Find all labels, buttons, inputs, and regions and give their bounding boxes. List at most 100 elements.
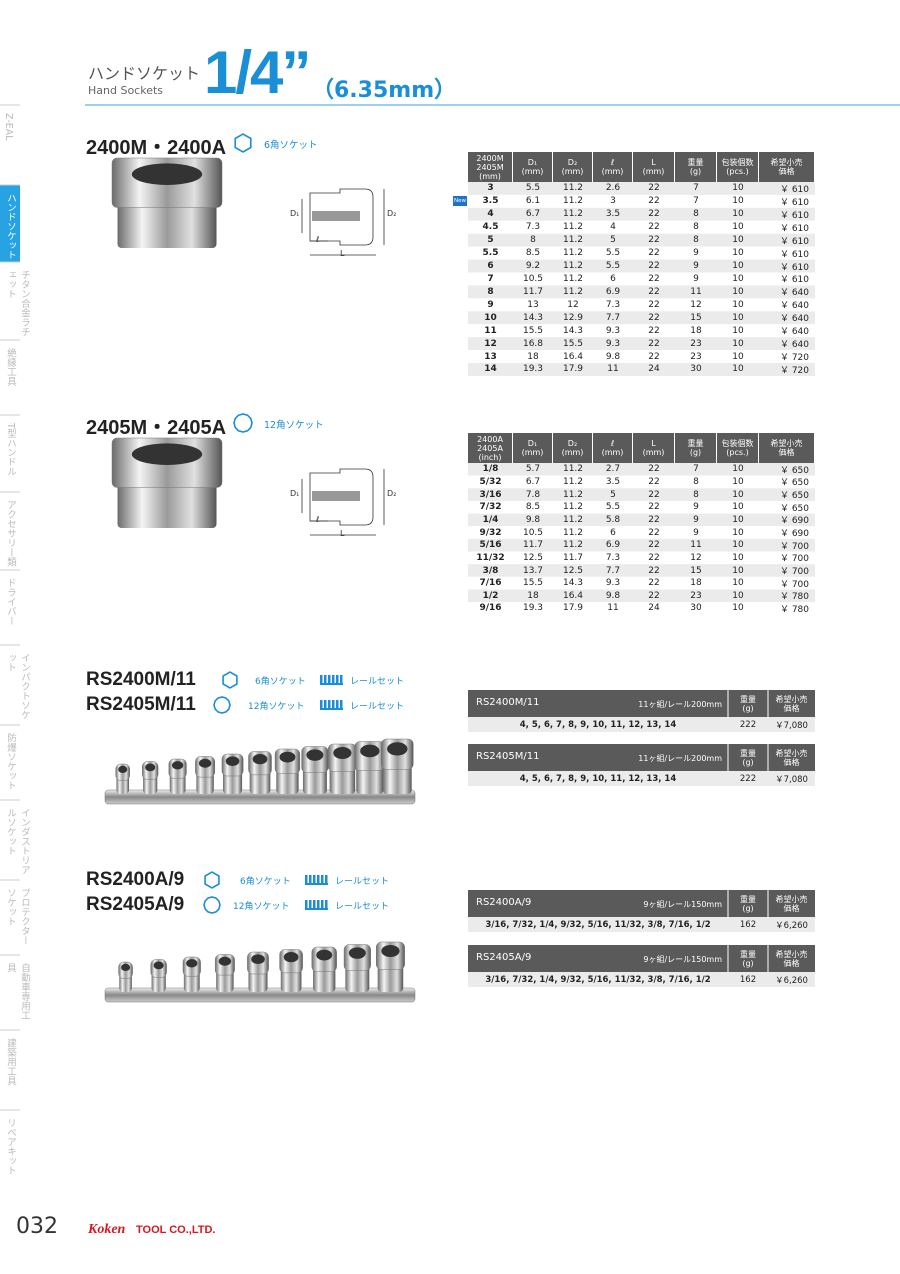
table-cell: 5/16 [479,540,502,551]
table-row [468,324,815,338]
table-cell: 13 [527,299,539,310]
table-cell: 8 [693,222,699,233]
table-cell: 5/32 [479,476,502,487]
table-cell: 3 [487,183,494,194]
table-header: D₂ (mm) [553,433,593,463]
table-cell: ￥ 700 [779,541,809,552]
table-cell: 7.7 [605,312,621,323]
table-cell: 30 [690,603,702,614]
rail-icon [317,900,320,909]
table-cell: 3.5 [605,476,621,487]
table-row [468,589,815,603]
table-row [468,551,815,565]
table-cell: ￥ 700 [779,554,809,565]
rail-icon [325,875,328,884]
diagram-label: D₂ [387,489,397,498]
rail-icon [305,883,328,885]
table-cell: 18 [690,325,702,336]
table-cell: 7 [693,196,699,207]
table-row [468,463,815,476]
socket-mouth [118,765,128,774]
table-cell: 3/16 [479,489,502,500]
table-cell: 9 [693,273,699,284]
table-cell: 11.2 [562,273,584,284]
sidebar-tab: プロテクターソケット [5,888,30,945]
table-header: L (mm) [633,433,675,463]
rail-icon [324,700,327,709]
table-cell: 7.7 [605,565,621,576]
table-row [468,526,815,539]
table-cell: 3/8 [482,565,499,576]
table-cell: 10 [732,209,744,220]
table-cell: 14.3 [522,312,544,323]
table-cell: 22 [648,565,660,576]
table-cell: ￥ 610 [779,262,809,273]
legend-label: 12角ソケット [248,702,305,712]
set-weight: 222 [739,719,757,730]
table-cell: 10 [732,603,744,614]
table-cell: 5.5 [525,183,541,194]
table-cell: 30 [690,364,702,375]
table-cell: 11.2 [562,209,584,220]
table-row [468,337,815,351]
diagram [309,468,374,526]
table-row [468,285,815,299]
socket-icon [234,133,252,153]
table-cell: 5 [487,235,494,246]
set-header: 希望小売 価格 [775,949,808,968]
legend-label: レールセット [335,902,390,912]
table-cell: 11.2 [562,489,584,500]
sidebar-tab: 建築用工具 [5,1038,16,1086]
table-cell: ￥ 640 [779,288,809,299]
table-cell: 10 [732,286,744,297]
table-cell: ￥ 640 [779,340,809,351]
table-row [468,298,815,312]
rail-icon [340,700,343,709]
table-cell: 12 [690,299,702,310]
page-number: 032 [16,1214,58,1239]
table-cell: 12.9 [562,312,584,323]
table-header: 希望小売 価格 [759,433,815,463]
table-cell: 1/8 [482,464,499,475]
legend-label: 6角ソケット [255,677,306,687]
socket-icon [213,696,231,714]
table-cell: 10 [732,261,744,272]
table-cell: 7/32 [479,502,502,513]
set-table-row [468,717,815,732]
size: 1/4” [204,39,311,106]
rail-icon [305,875,308,884]
table-cell: 15 [690,565,702,576]
table-cell: 1/2 [482,590,499,601]
table-cell: 10 [732,196,744,207]
table-header: D₁ (mm) [513,433,553,463]
table-cell: 22 [648,527,660,538]
set-title: RS2405M/11 [86,694,196,715]
table-cell: 15.5 [522,578,544,589]
table-cell: 10 [484,312,497,323]
socket-mouth [225,756,240,766]
set-price: ￥6,260 [775,920,808,931]
rail-icon [332,700,335,709]
table-cell: 15.5 [522,325,544,336]
socket-mouth [360,744,380,758]
table-row [468,576,815,590]
table-cell: 19.3 [522,364,544,375]
set-name: RS2400A/9 [476,897,532,908]
rail-icon [324,675,327,684]
set-desc: 11ヶ組/レール200mm [638,754,722,763]
table-cell: 24 [648,603,660,614]
table-cell: 13.7 [522,565,544,576]
table-cell: 5 [610,235,616,246]
table-cell: 22 [648,222,660,233]
table-cell: 10 [732,502,744,513]
table-cell: 8 [693,209,699,220]
table-cell: 10 [732,222,744,233]
table-cell: 3 [610,196,616,207]
set-table-row [468,771,815,786]
rail-icon [332,675,335,684]
table-cell: 22 [648,273,660,284]
table-cell: 10 [732,235,744,246]
table-cell: ￥ 690 [779,529,809,540]
table-cell: 11.2 [562,476,584,487]
